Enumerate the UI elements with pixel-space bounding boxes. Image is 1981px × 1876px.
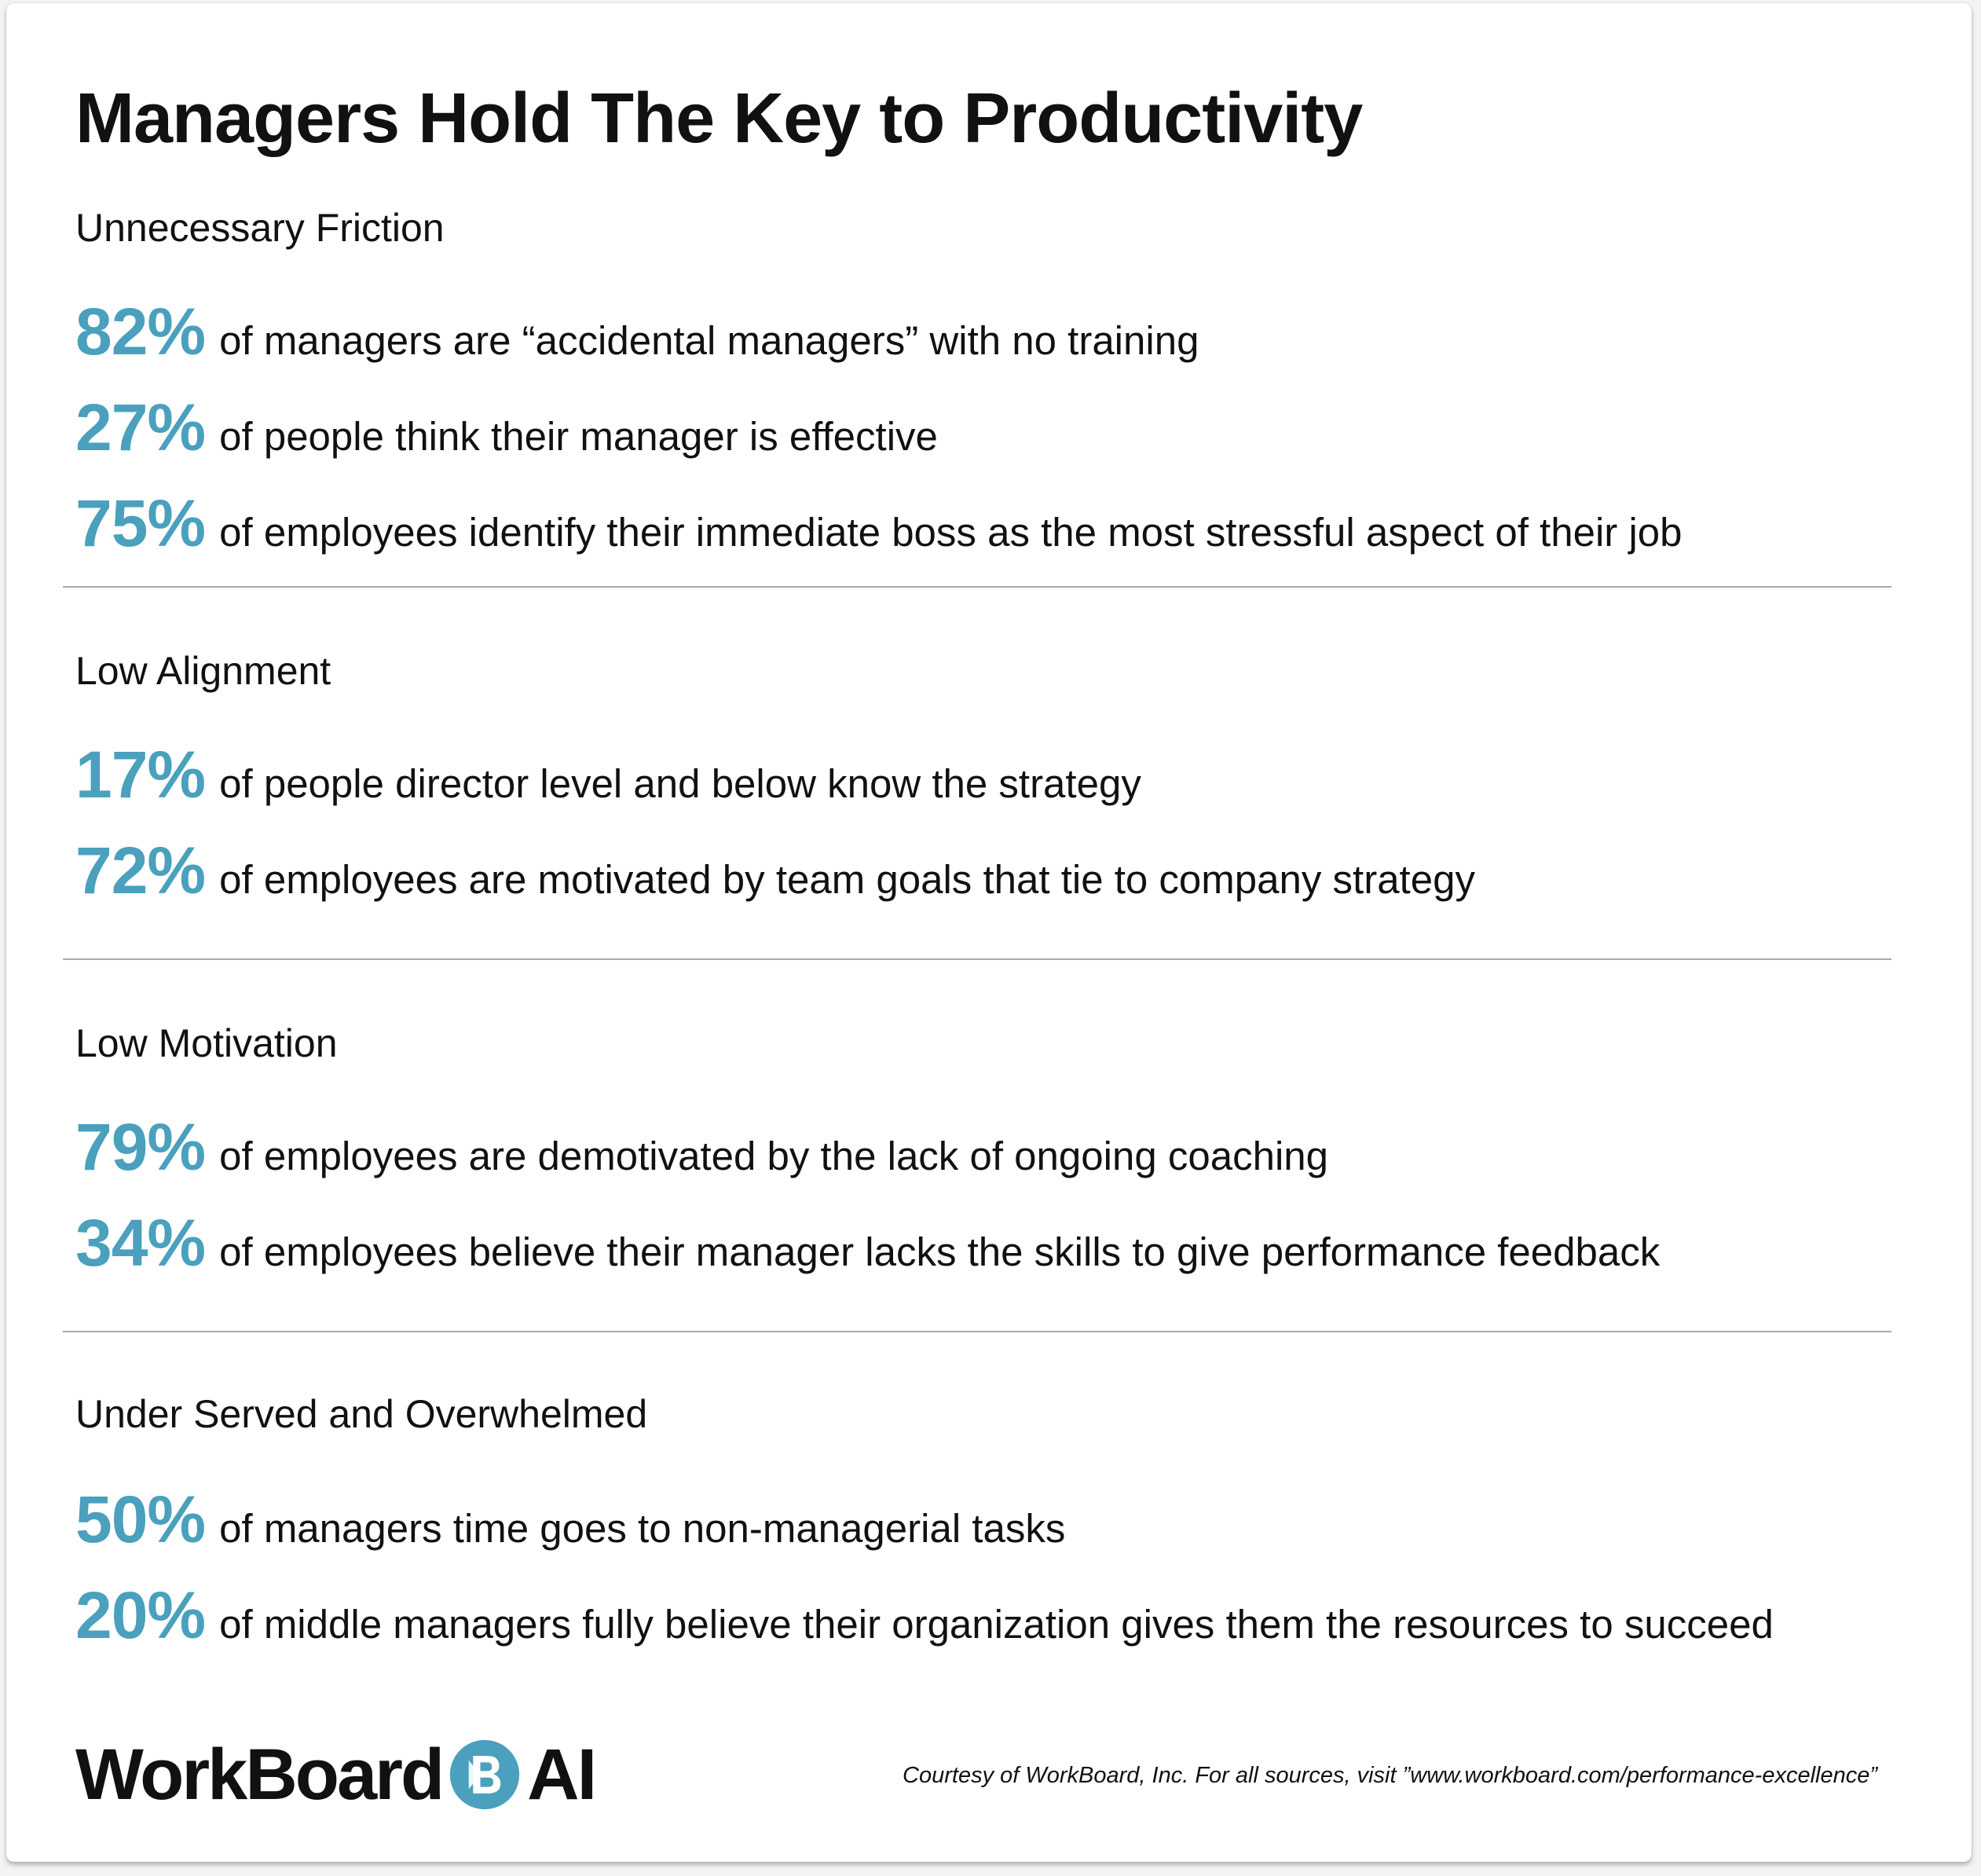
stat-value: 82% xyxy=(75,295,206,368)
page-title: Managers Hold The Key to Productivity xyxy=(75,79,1363,158)
stat-value: 20% xyxy=(75,1578,206,1652)
stat-row: 34% of employees believe their manager l… xyxy=(75,1204,1660,1282)
stat-text: of managers are “accidental managers” wi… xyxy=(219,318,1199,363)
stat-row: 75% of employees identify their immediat… xyxy=(75,484,1683,562)
stat-value: 79% xyxy=(75,1110,206,1184)
stat-text: of employees are motivated by team goals… xyxy=(219,857,1475,902)
section-heading: Under Served and Overwhelmed xyxy=(75,1392,648,1436)
logo-text-workboard: WorkBoard xyxy=(75,1735,445,1815)
stat-row: 27% of people think their manager is eff… xyxy=(75,388,938,467)
stat-value: 17% xyxy=(75,738,206,812)
sources-credit: Courtesy of WorkBoard, Inc. For all sour… xyxy=(903,1763,1877,1788)
stat-text: of managers time goes to non-managerial … xyxy=(219,1506,1066,1551)
logo-text-ai: AI xyxy=(527,1735,597,1815)
stat-text: of employees identify their immediate bo… xyxy=(219,510,1683,555)
section-divider xyxy=(63,586,1891,588)
section-heading: Low Alignment xyxy=(75,649,331,693)
section-heading: Low Motivation xyxy=(75,1021,338,1065)
stat-text: of employees are demotivated by the lack… xyxy=(219,1134,1329,1178)
stat-value: 75% xyxy=(75,486,206,560)
stat-text: of middle managers fully believe their o… xyxy=(219,1602,1774,1647)
stat-value: 72% xyxy=(75,834,206,907)
stat-row: 79% of employees are demotivated by the … xyxy=(75,1108,1328,1186)
stat-value: 50% xyxy=(75,1482,206,1556)
stat-text: of people director level and below know … xyxy=(219,761,1141,806)
stat-row: 50% of managers time goes to non-manager… xyxy=(75,1480,1065,1559)
stat-row: 82% of managers are “accidental managers… xyxy=(75,292,1199,371)
section-divider xyxy=(63,1331,1891,1332)
infographic-card: Managers Hold The Key to Productivity Un… xyxy=(6,3,1972,1862)
stat-value: 27% xyxy=(75,390,206,464)
stat-value: 34% xyxy=(75,1206,206,1280)
stat-text: of people think their manager is effecti… xyxy=(219,414,938,459)
workboard-ai-logo: WorkBoard AI xyxy=(75,1731,597,1818)
stat-text: of employees believe their manager lacks… xyxy=(219,1229,1661,1274)
stat-row: 20% of middle managers fully believe the… xyxy=(75,1576,1774,1654)
workboard-b-icon xyxy=(449,1739,520,1810)
section-heading: Unnecessary Friction xyxy=(75,206,445,250)
section-divider xyxy=(63,958,1891,960)
stat-row: 17% of people director level and below k… xyxy=(75,735,1141,814)
stat-row: 72% of employees are motivated by team g… xyxy=(75,831,1475,910)
